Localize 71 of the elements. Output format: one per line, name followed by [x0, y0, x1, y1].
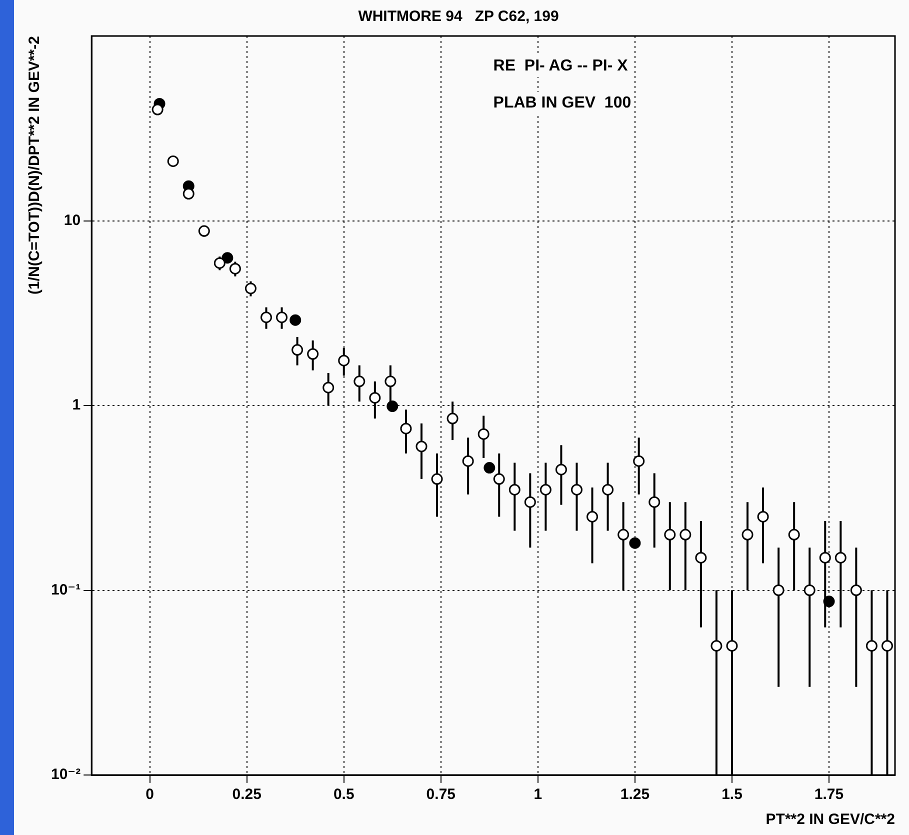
point	[633, 455, 645, 467]
point	[167, 155, 179, 167]
point	[570, 484, 582, 496]
point	[431, 473, 443, 485]
point	[866, 640, 878, 652]
x-axis-title: PT**2 IN GEV/C**2	[766, 811, 895, 828]
point	[804, 584, 816, 596]
x-tick-label: 1.75	[814, 786, 844, 804]
point	[540, 484, 552, 496]
point	[850, 584, 862, 596]
point	[555, 464, 567, 476]
point	[152, 104, 164, 116]
point	[664, 528, 676, 540]
annotation: RE PI- AG -- PI- X	[493, 57, 628, 74]
y-tick-label: 10⁻¹	[50, 581, 81, 598]
point	[484, 462, 496, 474]
point	[629, 537, 641, 549]
x-tick-label: 1	[534, 786, 542, 804]
point	[742, 528, 754, 540]
point	[772, 584, 784, 596]
point	[307, 348, 319, 360]
x-tick-label: 0.75	[426, 786, 456, 804]
point	[819, 552, 831, 564]
point	[214, 257, 226, 269]
x-tick-label: 0.5	[333, 786, 354, 804]
point	[524, 496, 536, 508]
point	[446, 412, 458, 424]
point	[338, 354, 350, 366]
point	[292, 344, 304, 356]
point	[229, 262, 241, 274]
y-tick-label: 10	[64, 212, 81, 229]
point	[726, 640, 738, 652]
point	[400, 422, 412, 434]
point	[834, 552, 846, 564]
point	[354, 376, 366, 388]
point	[244, 282, 256, 294]
point	[182, 188, 194, 200]
x-tick-label: 1.5	[722, 786, 742, 804]
point	[369, 392, 381, 404]
point	[710, 640, 722, 652]
point	[416, 440, 428, 452]
point	[290, 314, 302, 326]
point	[508, 484, 520, 496]
point	[586, 510, 598, 522]
point	[695, 552, 707, 564]
y-tick-label: 10⁻²	[50, 766, 81, 784]
point	[680, 528, 692, 540]
point	[198, 225, 210, 237]
point	[648, 496, 660, 508]
point	[788, 528, 800, 540]
point	[260, 312, 272, 324]
point	[276, 312, 288, 324]
point	[757, 510, 769, 522]
x-tick-label: 0	[146, 786, 154, 804]
y-tick-label: 1	[72, 396, 81, 414]
y-axis-title: (1/N(C=TOT))D(N)/DPT**2 IN GEV**-2	[26, 36, 44, 295]
x-tick-label: 1.25	[620, 786, 650, 804]
point	[322, 382, 334, 394]
point	[881, 640, 893, 652]
point	[222, 252, 234, 264]
point	[462, 455, 474, 467]
point	[602, 484, 614, 496]
point	[618, 528, 630, 540]
annotation: PLAB IN GEV 100	[493, 94, 632, 112]
point	[384, 376, 396, 388]
point	[386, 400, 398, 412]
chart-title: WHITMORE 94 ZP C62, 199	[358, 8, 559, 26]
point	[493, 473, 505, 485]
point	[823, 596, 835, 608]
x-tick-label: 0.25	[232, 786, 262, 804]
point	[478, 428, 490, 440]
